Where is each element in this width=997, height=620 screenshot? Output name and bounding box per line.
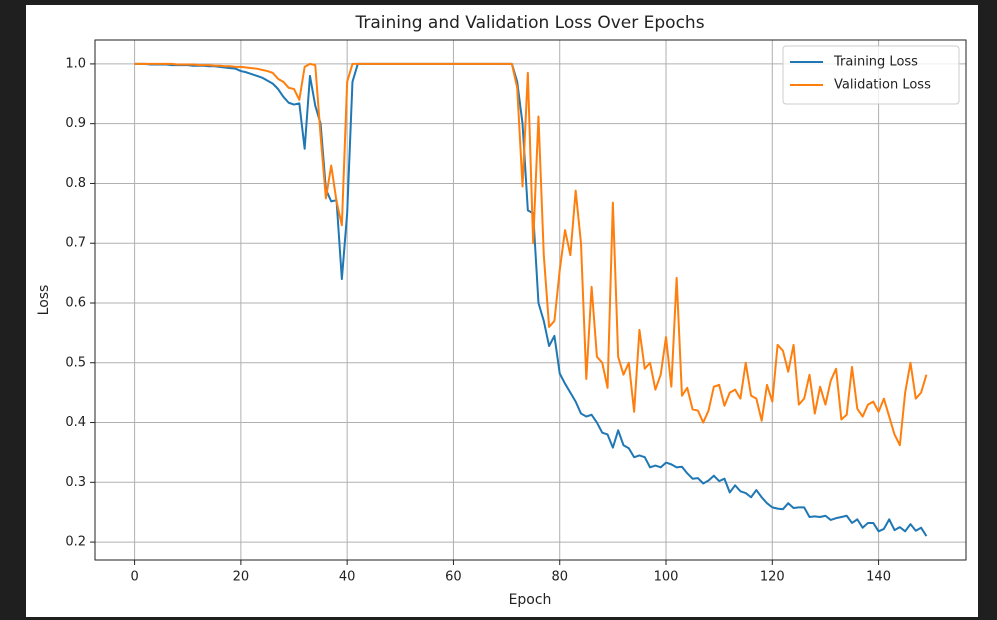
y-tick-label: 1.0	[65, 56, 86, 71]
y-tick-label: 0.7	[65, 236, 86, 251]
legend-label: Validation Loss	[834, 78, 931, 93]
x-tick-label: 100	[654, 570, 679, 585]
legend-label: Training Loss	[833, 55, 918, 70]
y-tick-label: 0.2	[65, 535, 86, 550]
plot-frame	[94, 39, 967, 561]
x-tick-label: 80	[551, 570, 568, 585]
figure-background	[26, 5, 978, 617]
x-tick-label: 0	[130, 570, 138, 585]
y-tick-label: 0.6	[65, 295, 86, 310]
x-tick-label: 40	[339, 570, 356, 585]
y-tick-label: 0.4	[65, 415, 86, 430]
x-axis-label: Epoch	[509, 592, 552, 608]
y-axis-label: Loss	[36, 285, 52, 316]
x-tick-label: 120	[760, 570, 785, 585]
y-tick-label: 0.9	[65, 116, 86, 131]
y-tick-label: 0.3	[65, 475, 86, 490]
legend-box	[782, 45, 960, 105]
x-tick-label: 20	[233, 570, 250, 585]
data-line	[134, 62, 928, 537]
y-tick-label: 0.5	[65, 355, 86, 370]
x-tick-label: 60	[445, 570, 462, 585]
y-tick-label: 0.8	[65, 176, 86, 191]
chart-title: Training and Validation Loss Over Epochs	[354, 13, 704, 33]
x-tick-label: 140	[866, 570, 891, 585]
legend: Training Loss Validation Loss	[782, 45, 960, 105]
data-line	[134, 62, 928, 447]
